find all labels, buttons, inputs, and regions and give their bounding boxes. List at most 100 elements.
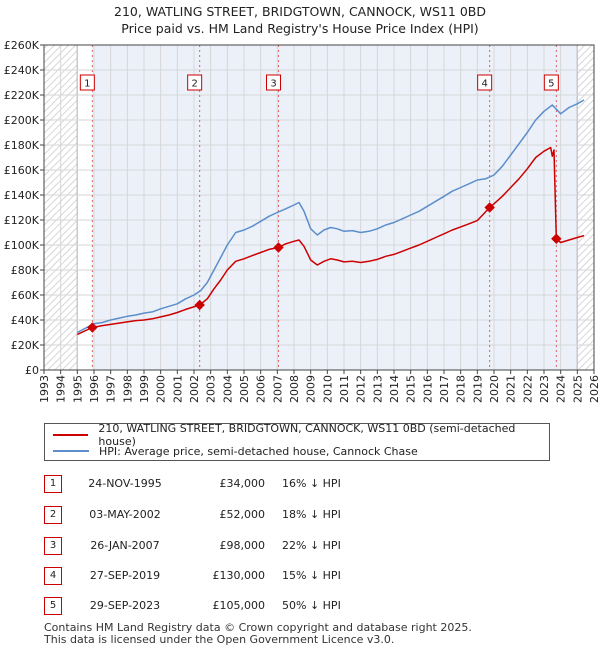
x-tick-label: 2016	[421, 375, 434, 403]
sale-number-box	[187, 74, 203, 91]
hatched-region	[577, 45, 594, 370]
x-tick-label: 1993	[38, 375, 51, 403]
transaction-price: £105,000	[212, 599, 266, 612]
x-tick-label: 2009	[305, 375, 318, 403]
y-tick-label: £20K	[11, 339, 40, 352]
sale-number-label: 1	[84, 79, 90, 90]
footer-licence: This data is licensed under the Open Gov…	[44, 633, 395, 646]
transaction-date: 27-SEP-2019	[89, 569, 161, 582]
legend-label-property: 210, WATLING STREET, BRIDGTOWN, CANNOCK,…	[98, 422, 516, 448]
sale-number-box	[543, 74, 559, 91]
sale-point	[194, 299, 205, 311]
x-tick-label: 2024	[555, 375, 568, 403]
transaction-date: 03-MAY-2002	[89, 508, 161, 521]
transaction-number: 1	[44, 475, 62, 493]
transaction-number: 2	[44, 506, 62, 524]
sale-number-label: 4	[481, 79, 487, 90]
transaction-price: £34,000	[219, 477, 266, 490]
transaction-price: £52,000	[219, 508, 266, 521]
x-tick-label: 2006	[255, 375, 268, 403]
y-tick-label: £200K	[4, 114, 40, 127]
legend-swatch-hpi	[53, 450, 89, 452]
y-tick-label: £260K	[4, 39, 40, 52]
y-tick-label: £140K	[4, 189, 40, 202]
x-tick-label: 2007	[271, 375, 284, 403]
transaction-number: 5	[44, 597, 62, 615]
footer-copyright: Contains HM Land Registry data © Crown c…	[44, 621, 472, 634]
x-tick-label: 1998	[121, 375, 134, 403]
transaction-hpi-diff: 50% ↓ HPI	[282, 599, 341, 612]
sale-number-label: 2	[191, 79, 197, 90]
transaction-row: 4 27-SEP-2019 £130,000 15% ↓ HPI	[0, 567, 600, 589]
x-tick-label: 2010	[321, 375, 334, 403]
x-tick-label: 2012	[355, 375, 368, 403]
transaction-hpi-diff: 16% ↓ HPI	[282, 477, 341, 490]
transaction-price: £98,000	[219, 539, 266, 552]
y-tick-label: £0	[25, 364, 39, 377]
x-tick-label: 2001	[171, 375, 184, 403]
sale-number-label: 5	[548, 79, 554, 90]
x-tick-label: 1997	[105, 375, 118, 403]
x-tick-label: 2005	[238, 375, 251, 403]
y-tick-label: £100K	[4, 239, 40, 252]
chart-subtitle: Price paid vs. HM Land Registry's House …	[121, 21, 479, 36]
x-tick-label: 2021	[505, 375, 518, 403]
y-tick-label: £180K	[4, 139, 40, 152]
legend-item-hpi: HPI: Average price, semi-detached house,…	[53, 443, 418, 459]
x-tick-label: 2015	[405, 375, 418, 403]
x-tick-label: 2000	[155, 375, 168, 403]
x-tick-label: 2026	[588, 375, 600, 403]
x-tick-label: 2003	[205, 375, 218, 403]
x-tick-label: 2011	[338, 375, 351, 403]
sale-point	[551, 233, 562, 244]
x-tick-label: 2023	[538, 375, 551, 403]
ownership-shade	[92, 45, 594, 370]
legend: 210, WATLING STREET, BRIDGTOWN, CANNOCK,…	[44, 422, 550, 461]
sale-point	[87, 322, 98, 333]
x-tick-label: 2022	[521, 375, 534, 403]
transaction-date: 29-SEP-2023	[89, 599, 161, 612]
price-chart: 1 2 3 4 5 £0 £20K £40K £60K £80K £100K £120K £140K £…	[4, 39, 600, 403]
x-tick-label: 1996	[88, 375, 101, 403]
sale-number-box	[477, 74, 493, 91]
x-tick-label: 2020	[488, 375, 501, 403]
plot-frame	[43, 44, 595, 371]
sale-point	[273, 242, 284, 253]
transaction-hpi-diff: 15% ↓ HPI	[282, 569, 341, 582]
y-tick-label: £220K	[4, 89, 40, 102]
chart-title: 210, WATLING STREET, BRIDGTOWN, CANNOCK,…	[114, 4, 486, 19]
x-tick-label: 1999	[138, 375, 151, 403]
transaction-hpi-diff: 22% ↓ HPI	[282, 539, 341, 552]
transaction-number: 3	[44, 537, 62, 555]
property-series-line	[76, 146, 585, 336]
transaction-price: £130,000	[212, 569, 266, 582]
x-tick-label: 1994	[55, 375, 68, 403]
x-tick-label: 2014	[388, 375, 401, 403]
y-tick-label: £240K	[4, 64, 40, 77]
x-tick-label: 2002	[188, 375, 201, 403]
sale-point	[484, 202, 495, 213]
sale-number-label: 3	[270, 79, 276, 90]
transaction-row: 3 26-JAN-2007 £98,000 22% ↓ HPI	[0, 537, 600, 559]
legend-label-hpi: HPI: Average price, semi-detached house,…	[99, 444, 418, 458]
legend-item-property: 210, WATLING STREET, BRIDGTOWN, CANNOCK,…	[53, 422, 549, 448]
hpi-series-line	[76, 99, 585, 334]
x-tick-label: 2004	[221, 375, 234, 403]
x-tick-label: 2019	[471, 375, 484, 403]
y-tick-label: £80K	[11, 264, 40, 277]
transaction-date: 26-JAN-2007	[90, 539, 160, 552]
x-tick-label: 2008	[288, 375, 301, 403]
x-tick-label: 2018	[455, 375, 468, 403]
legend-swatch-property	[53, 434, 89, 436]
sale-number-box	[79, 74, 95, 91]
x-tick-label: 2013	[371, 375, 384, 403]
x-tick-label: 2025	[571, 375, 584, 403]
x-tick-label: 1995	[71, 375, 84, 403]
transaction-row: 5 29-SEP-2023 £105,000 50% ↓ HPI	[0, 597, 600, 619]
sale-number-box	[266, 74, 281, 91]
transaction-date: 24-NOV-1995	[88, 477, 162, 490]
y-tick-label: £120K	[4, 214, 40, 227]
y-tick-label: £160K	[4, 164, 40, 177]
y-tick-label: £40K	[11, 314, 40, 327]
x-tick-label: 2017	[438, 375, 451, 403]
